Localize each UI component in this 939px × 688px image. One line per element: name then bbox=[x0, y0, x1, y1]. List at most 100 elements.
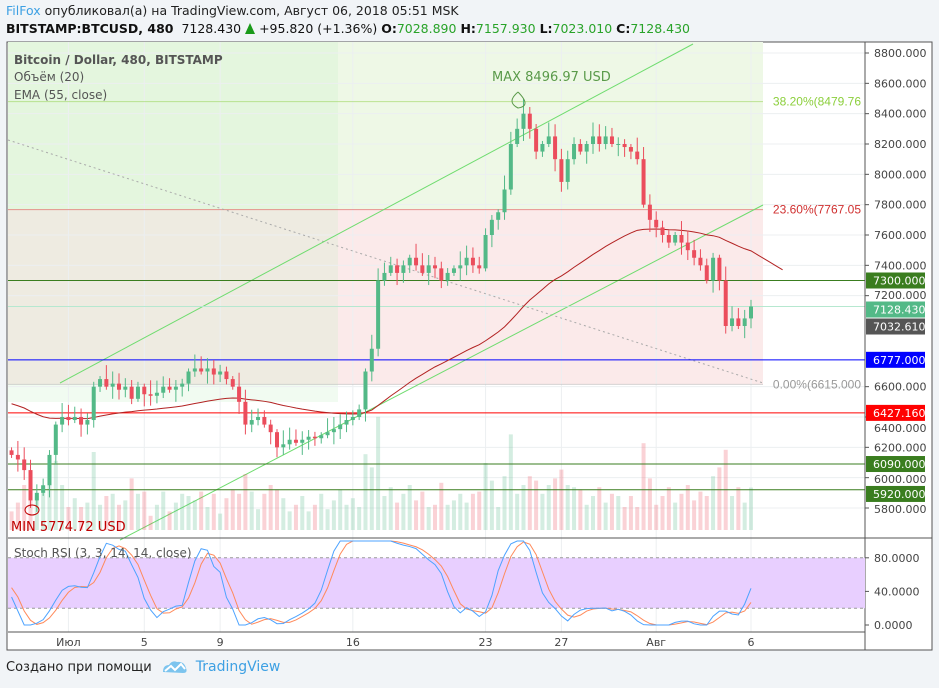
volume-bar bbox=[350, 498, 355, 530]
candle-body bbox=[211, 368, 216, 375]
candle-body bbox=[414, 257, 419, 266]
price-chart[interactable]: 38.20%(8479.76 23.60%(7767.05 0.00%(6615.0… bbox=[0, 0, 939, 655]
x-tick-label: Авг bbox=[646, 636, 666, 649]
candle bbox=[616, 137, 621, 157]
candle bbox=[268, 419, 273, 445]
volume-bar bbox=[9, 511, 14, 530]
candle-body bbox=[673, 235, 678, 243]
candle bbox=[129, 379, 134, 405]
y-tick-label: 8400.000 bbox=[874, 108, 927, 121]
candle-body bbox=[483, 235, 488, 269]
y-tick-label: 7200.000 bbox=[874, 289, 927, 302]
volume-bar bbox=[609, 493, 614, 530]
volume-bar bbox=[673, 502, 678, 530]
price-tag bbox=[866, 404, 925, 421]
candle bbox=[666, 230, 671, 248]
candle-body bbox=[79, 417, 84, 425]
candle bbox=[388, 256, 393, 276]
volume-bar bbox=[641, 443, 646, 530]
candle-body bbox=[98, 379, 103, 387]
y-tick-label: 5800.000 bbox=[874, 503, 927, 516]
volume-bar bbox=[262, 493, 267, 530]
candle bbox=[154, 380, 159, 404]
candle bbox=[72, 406, 77, 424]
volume-bar bbox=[635, 507, 640, 530]
legend-volume: Объём (20) bbox=[14, 70, 85, 84]
volume-bar bbox=[407, 485, 412, 530]
volume-bar bbox=[218, 513, 223, 530]
footer: Создано при помощи TradingView bbox=[6, 659, 280, 675]
candle bbox=[679, 221, 684, 255]
candle bbox=[382, 262, 387, 286]
candle-body bbox=[502, 189, 507, 213]
price-tag bbox=[866, 485, 925, 502]
volume-bar bbox=[477, 491, 482, 530]
candle bbox=[546, 122, 551, 148]
volume-bar bbox=[85, 502, 90, 530]
candle bbox=[730, 306, 735, 332]
y-tick-label: 6400.000 bbox=[874, 422, 927, 435]
candle bbox=[458, 251, 463, 281]
volume-bar bbox=[186, 496, 191, 530]
volume-bar bbox=[414, 500, 419, 530]
candle bbox=[660, 220, 665, 243]
candle-body bbox=[666, 235, 671, 243]
candle bbox=[262, 410, 267, 428]
volume-bar bbox=[15, 502, 20, 530]
volume-bar bbox=[331, 500, 336, 530]
up-arrow-icon bbox=[245, 23, 256, 34]
candle-body bbox=[135, 386, 140, 399]
candle-body bbox=[186, 371, 191, 384]
volume-bar bbox=[597, 487, 602, 530]
candle-body bbox=[34, 492, 39, 501]
volume-bar bbox=[167, 511, 172, 530]
candle bbox=[357, 404, 362, 421]
volume-bar bbox=[41, 487, 46, 530]
volume-bar bbox=[180, 493, 185, 530]
candle bbox=[85, 413, 90, 435]
open-label: O: bbox=[381, 21, 397, 36]
candle-body bbox=[654, 219, 659, 228]
y-tick-label: 7600.000 bbox=[874, 229, 927, 242]
candle-body bbox=[15, 454, 20, 460]
candle-body bbox=[148, 394, 153, 396]
fib-label-382: 38.20%(8479.76 bbox=[773, 95, 861, 109]
candle-body bbox=[534, 128, 539, 152]
candle-body bbox=[527, 113, 532, 129]
volume-bar bbox=[742, 502, 747, 530]
candle-body bbox=[243, 401, 248, 425]
max-marker bbox=[511, 91, 526, 109]
candle-body bbox=[445, 272, 450, 281]
volume-bar bbox=[293, 504, 298, 530]
volume-bar bbox=[603, 502, 608, 530]
candle-body bbox=[218, 371, 223, 375]
volume-bar bbox=[117, 504, 121, 530]
candle-body bbox=[679, 235, 684, 243]
candle-body bbox=[749, 306, 753, 319]
tradingview-link[interactable]: TradingView bbox=[195, 659, 281, 675]
x-tick-label: 6 bbox=[748, 636, 755, 649]
candle-body bbox=[66, 417, 71, 421]
volume-bar bbox=[654, 504, 659, 530]
candle-body bbox=[401, 265, 406, 273]
candle bbox=[28, 459, 33, 508]
y-tick-label: 8800.000 bbox=[874, 47, 927, 60]
price-tag-label: 6090.000 bbox=[873, 458, 926, 471]
candle-body bbox=[41, 485, 46, 493]
open-value: 7028.890 bbox=[396, 21, 457, 36]
price-tag bbox=[866, 301, 925, 318]
volume-bar bbox=[647, 478, 652, 530]
candle bbox=[148, 380, 153, 406]
candle bbox=[433, 256, 437, 279]
candle bbox=[470, 247, 475, 273]
candle-body bbox=[609, 136, 614, 144]
candle-body bbox=[451, 268, 456, 273]
candle-body bbox=[508, 144, 513, 190]
candle bbox=[199, 356, 204, 375]
candle-body bbox=[199, 368, 204, 372]
close-value: 7128.430 bbox=[630, 21, 691, 36]
volume-bar bbox=[306, 511, 311, 530]
author-link[interactable]: FilFox bbox=[6, 3, 41, 18]
volume-bar bbox=[249, 491, 254, 530]
volume-bar bbox=[287, 511, 292, 530]
